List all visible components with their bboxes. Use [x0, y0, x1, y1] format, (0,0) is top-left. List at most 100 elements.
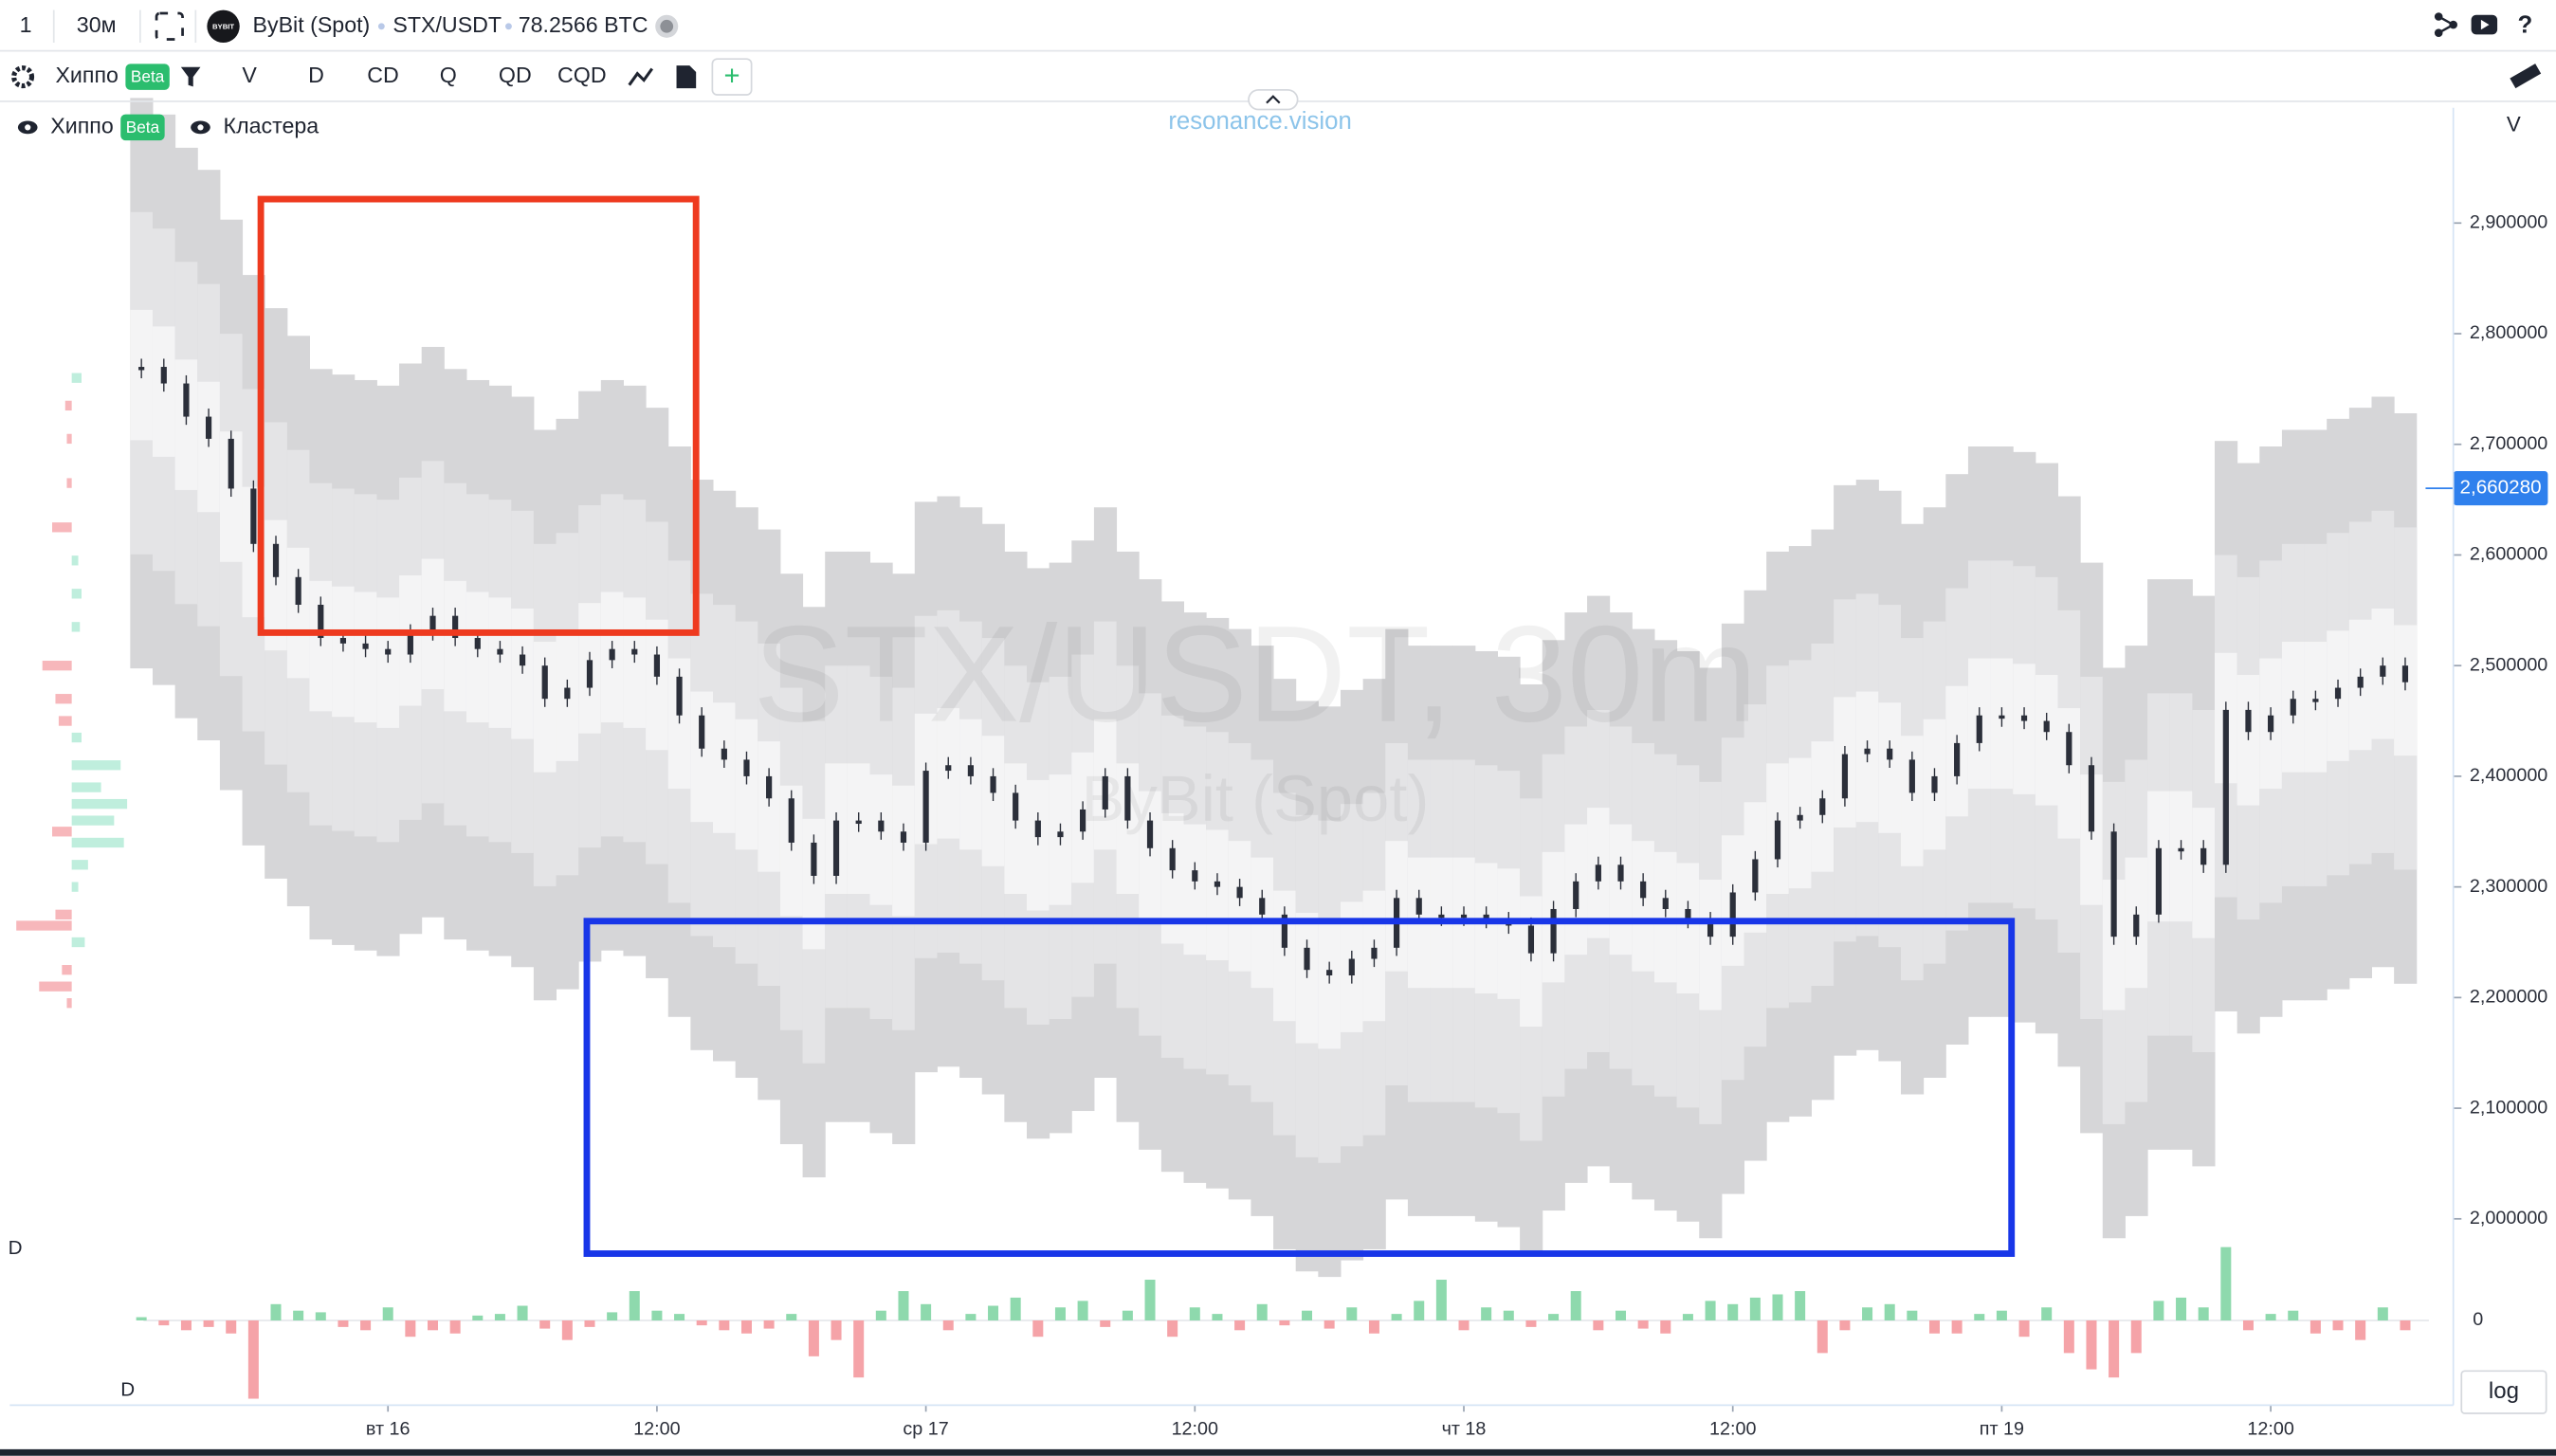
candle	[1281, 914, 1287, 948]
doc-icon[interactable]	[676, 65, 697, 89]
profile-bar	[71, 837, 124, 848]
legend-name[interactable]: Кластера	[224, 114, 320, 138]
line-icon[interactable]	[628, 67, 654, 86]
symbol: STX/USDT	[393, 12, 502, 37]
count[interactable]: 1	[20, 12, 32, 37]
candle	[295, 576, 301, 605]
candle	[2066, 732, 2072, 766]
exchange-logo-text: BYBIT	[212, 23, 234, 31]
annotation-box-red	[257, 195, 700, 636]
profile-bar	[64, 400, 72, 411]
candle	[497, 648, 503, 655]
candle	[272, 543, 280, 577]
delta-bar	[2220, 1247, 2232, 1320]
candle	[2133, 914, 2140, 937]
candle	[1527, 925, 1535, 954]
log-button[interactable]	[2460, 1370, 2547, 1414]
candle	[429, 615, 436, 633]
candle	[1034, 820, 1041, 838]
watermark: STX/USDT, 30m	[753, 597, 1757, 751]
indicator-button[interactable]: CD	[367, 63, 399, 87]
collapse-button[interactable]	[1248, 89, 1299, 111]
indicator-button[interactable]: V	[242, 63, 257, 87]
delta-bar	[584, 1320, 595, 1327]
delta-bar	[1189, 1307, 1200, 1320]
delta-bar	[427, 1320, 438, 1331]
heat-column	[1026, 779, 1050, 911]
indicator-button[interactable]: CQD	[557, 63, 607, 87]
delta-bar	[1144, 1280, 1156, 1320]
candle	[1550, 908, 1557, 954]
eye-icon[interactable]	[17, 120, 38, 135]
delta-bar	[338, 1320, 349, 1327]
delta-bar	[1234, 1320, 1246, 1331]
delta-bar	[965, 1314, 977, 1320]
settings-icon[interactable]	[11, 65, 35, 89]
log-text: log	[2489, 1378, 2519, 1404]
eye-icon[interactable]	[191, 120, 210, 135]
delta-bar	[360, 1320, 372, 1331]
profile-bar	[71, 798, 128, 810]
candle	[1954, 742, 1961, 776]
candle	[1080, 809, 1086, 832]
heatmap	[130, 98, 2418, 1278]
pane-label: D	[9, 1237, 23, 1259]
profile-bar	[71, 860, 88, 870]
candle	[1348, 958, 1355, 976]
candle	[1707, 919, 1714, 937]
legend-name[interactable]: Хиппо	[50, 114, 113, 138]
candle	[811, 842, 817, 876]
indicator-button[interactable]: D	[308, 63, 324, 87]
delta-bar	[1458, 1320, 1470, 1331]
delta-bar	[808, 1320, 819, 1356]
candle	[1864, 748, 1871, 755]
candle	[1617, 864, 1624, 882]
candle	[1640, 881, 1647, 899]
candle	[1013, 792, 1019, 821]
add-button[interactable]	[711, 58, 753, 96]
delta-bar	[1884, 1303, 1895, 1320]
pane-label: D	[120, 1378, 135, 1400]
candle	[1931, 775, 1938, 793]
screenshot-icon[interactable]	[155, 11, 184, 41]
ruler-icon[interactable]	[2510, 64, 2542, 89]
delta-bar	[1122, 1310, 1133, 1320]
candle	[676, 676, 683, 716]
profile-bar	[42, 661, 72, 671]
candle	[1819, 798, 1826, 815]
candle	[699, 715, 705, 749]
indicator-name[interactable]: Хиппо	[55, 63, 118, 87]
candle	[922, 771, 929, 843]
delta-bar	[2086, 1320, 2097, 1370]
delta-bar	[203, 1320, 214, 1327]
add-text: +	[723, 62, 739, 92]
candle	[1573, 881, 1579, 909]
indicator-button[interactable]: Q	[440, 63, 457, 87]
delta-bar	[293, 1310, 304, 1320]
delta-bar	[2130, 1320, 2142, 1354]
profile-bar	[52, 522, 72, 533]
delta-bar	[180, 1320, 192, 1331]
delta-bar	[405, 1320, 416, 1338]
profile-bar	[39, 981, 72, 992]
candle	[1326, 970, 1333, 976]
delta-bar	[988, 1305, 999, 1320]
indicator-button[interactable]: QD	[499, 63, 532, 87]
x-tick-label: пт 19	[1980, 1418, 2024, 1439]
y-tick-label: 2,100000	[2470, 1097, 2547, 1118]
profile-bar	[58, 716, 72, 726]
delta-bar	[2310, 1320, 2321, 1334]
interval[interactable]: 30м	[77, 12, 117, 37]
filter-icon[interactable]	[180, 66, 201, 87]
x-tick-label: 12:00	[633, 1418, 680, 1439]
delta-bar	[1346, 1307, 1358, 1320]
delta-bar	[2018, 1320, 2030, 1338]
share-icon-lines	[2437, 15, 2456, 34]
candle	[1774, 820, 1781, 860]
delta-bar	[875, 1310, 886, 1320]
help-icon[interactable]: ?	[2517, 12, 2532, 39]
beta-text: Beta	[126, 118, 160, 136]
delta-bar	[1727, 1303, 1739, 1320]
candle	[138, 367, 145, 371]
candle	[721, 748, 727, 760]
